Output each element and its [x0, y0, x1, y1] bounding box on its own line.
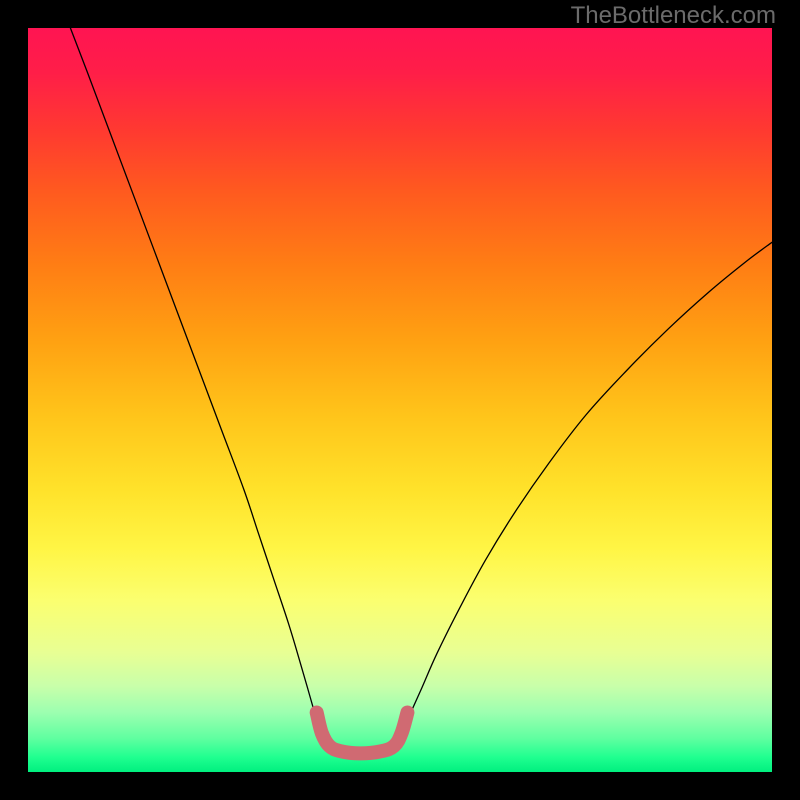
plot-area — [28, 28, 772, 772]
v-curve — [28, 28, 772, 772]
curve-left-branch — [70, 28, 321, 739]
curve-right-branch — [399, 242, 772, 738]
chart-stage: { "canvas": { "width": 800, "height": 80… — [0, 0, 800, 800]
watermark-text: TheBottleneck.com — [571, 2, 776, 30]
floor-red-segment — [317, 712, 408, 753]
